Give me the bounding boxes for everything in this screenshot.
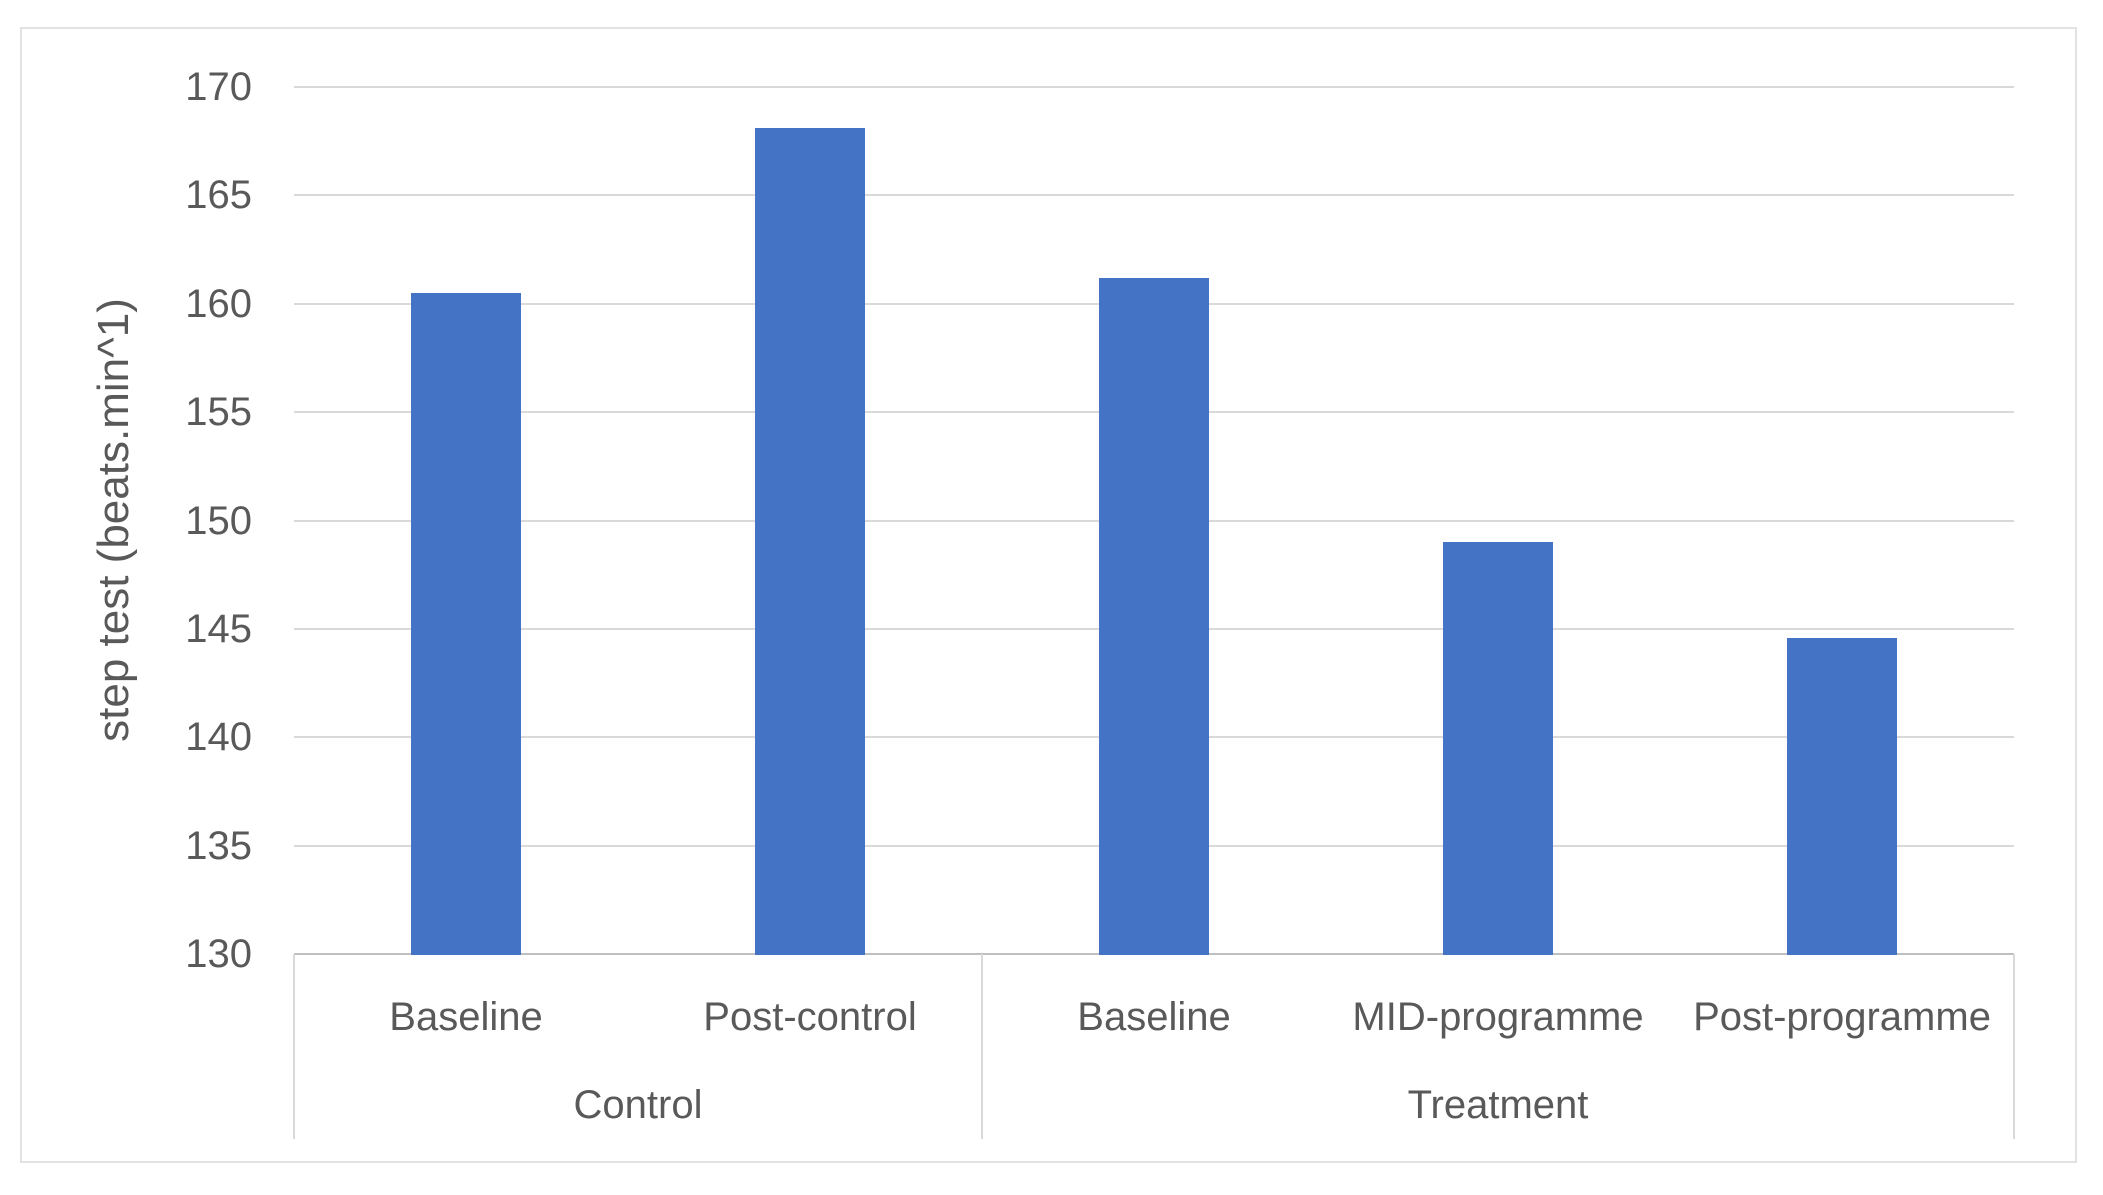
- y-tick-label: 145: [185, 606, 252, 651]
- group-label: Control: [573, 1083, 703, 1127]
- bar-control-post-control: [755, 128, 865, 955]
- bar-treatment-post-programme: [1787, 637, 1897, 955]
- bar-treatment-baseline: [1099, 277, 1209, 955]
- group-label: Treatment: [1407, 1083, 1589, 1127]
- category-label: Post-control: [703, 995, 917, 1039]
- y-tick-label: 140: [185, 715, 252, 760]
- category-label: MID-programme: [1352, 995, 1644, 1039]
- bar-control-baseline: [411, 292, 521, 955]
- y-tick-label: 160: [185, 281, 252, 326]
- gridline: [294, 194, 2014, 197]
- y-tick-label: 170: [185, 65, 252, 109]
- category-label: Baseline: [389, 995, 543, 1039]
- y-tick-label: 165: [185, 173, 252, 218]
- category-label: Baseline: [1077, 995, 1231, 1039]
- y-tick-label: 150: [185, 498, 252, 543]
- bar-treatment-mid-programme: [1443, 542, 1553, 955]
- y-tick-label: 130: [185, 932, 252, 976]
- group-separator: [293, 954, 295, 1139]
- group-separator: [981, 954, 983, 1139]
- group-separator: [2013, 954, 2015, 1139]
- gridline: [294, 86, 2014, 88]
- y-tick-label: 155: [185, 390, 252, 435]
- y-tick-label: 135: [185, 823, 252, 868]
- category-label: Post-programme: [1693, 995, 1991, 1039]
- chart-figure: step test (beats.min^1) 130 135 140 145 150 1…: [20, 27, 2077, 1163]
